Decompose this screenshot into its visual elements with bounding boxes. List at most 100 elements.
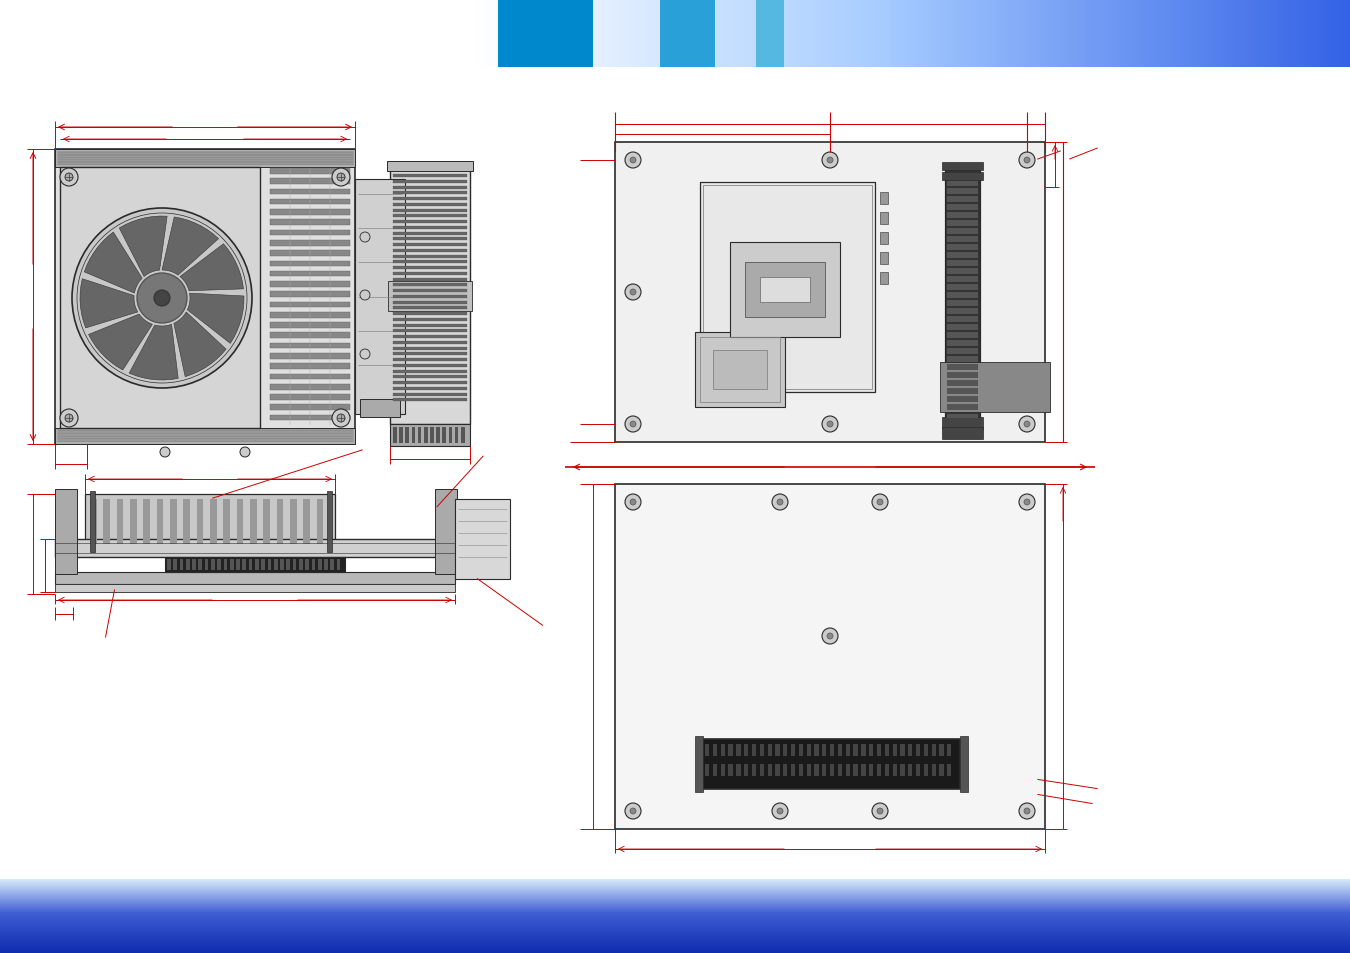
Bar [270,302,350,308]
Bar [1300,0,1305,68]
Bar [0,893,1350,896]
Bar [270,364,350,370]
Bar [0,886,1350,889]
Bar [68,0,73,68]
Bar [288,0,293,68]
Bar [0,884,1350,887]
Bar [946,398,977,402]
Bar [55,150,355,444]
Bar [0,907,1350,910]
Circle shape [59,410,78,428]
Bar [14,0,19,68]
Bar [0,889,1350,892]
Bar [1084,0,1089,68]
Bar [108,0,113,68]
Bar [393,261,467,264]
Bar [393,399,467,402]
Bar [236,499,243,544]
Bar [1089,0,1095,68]
Bar [0,940,1350,943]
Bar [617,0,622,68]
Circle shape [154,291,170,307]
Bar [946,223,977,227]
Bar [393,210,467,213]
Bar [414,0,420,68]
Bar [1292,0,1297,68]
Bar [1215,0,1220,68]
Bar [0,893,1350,896]
Bar [0,917,1350,919]
Bar [0,899,1350,901]
Bar [0,930,1350,932]
Bar [1184,0,1189,68]
Bar [393,428,397,443]
Bar [900,764,904,776]
Bar [135,0,140,68]
Bar [1323,0,1328,68]
Circle shape [872,495,888,511]
Bar [290,499,297,544]
Bar [1269,0,1274,68]
Bar [320,0,325,68]
Bar [783,744,787,757]
Bar [1035,0,1041,68]
Circle shape [630,421,636,428]
Bar [250,499,256,544]
Bar [230,0,235,68]
Bar [171,0,177,68]
Bar [833,0,838,68]
Bar [1246,0,1251,68]
Bar [211,559,215,571]
Bar [990,0,995,68]
Bar [393,353,467,356]
Bar [779,0,784,68]
Bar [558,0,563,68]
Bar [1012,0,1018,68]
Bar [0,903,1350,906]
Bar [1233,0,1238,68]
Bar [942,417,983,430]
Bar [644,0,649,68]
Bar [946,221,977,225]
Bar [999,0,1004,68]
Bar [393,255,467,258]
Bar [0,952,1350,953]
Bar [963,0,968,68]
Bar [393,393,467,396]
Bar [0,928,1350,931]
Bar [225,0,231,68]
Bar [0,900,1350,902]
Bar [0,883,1350,885]
Bar [234,0,239,68]
Bar [769,0,775,68]
Bar [31,0,36,68]
Bar [0,950,1350,953]
Bar [1076,0,1081,68]
Bar [517,0,522,68]
Bar [986,0,991,68]
Bar [1152,0,1157,68]
Bar [99,0,104,68]
Circle shape [360,233,370,243]
Bar [0,926,1350,928]
Bar [0,922,1350,924]
Bar [791,764,795,776]
Bar [270,323,350,329]
Bar [0,930,1350,933]
Bar [0,944,1350,946]
Bar [946,373,977,376]
Bar [58,0,63,68]
Bar [671,0,676,68]
Bar [946,335,977,338]
Circle shape [65,415,73,422]
Bar [324,559,328,571]
Bar [540,0,545,68]
Bar [393,233,467,235]
Bar [736,764,741,776]
Bar [945,0,950,68]
Circle shape [161,448,170,457]
Bar [0,938,1350,941]
Bar [946,380,977,385]
Bar [946,309,977,313]
Bar [274,559,278,571]
